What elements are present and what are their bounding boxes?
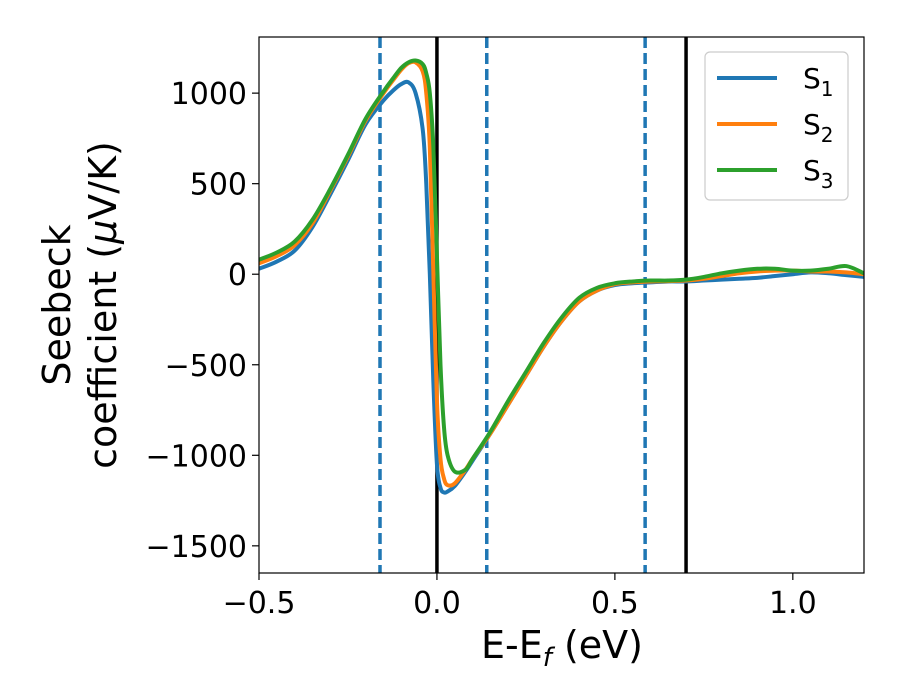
x-tick-label: 0.0 — [413, 586, 461, 621]
plot-frame — [258, 36, 865, 574]
series-line-3 — [259, 58, 864, 475]
y-axis-label-line1: Seebeck — [35, 224, 79, 385]
y-axis: −1500 −1000 −500 0 500 1000 — [146, 77, 259, 565]
y-tick-label: −1000 — [146, 439, 247, 474]
y-tick-label: 1000 — [171, 77, 247, 112]
x-tick-label: −0.5 — [223, 586, 296, 621]
legend-label-3: S3 — [803, 154, 834, 193]
x-axis-label: E-Ef (eV) — [481, 623, 643, 673]
y-tick-label: 500 — [190, 168, 247, 203]
y-tick-label: −500 — [165, 349, 247, 384]
y-tick-label: 0 — [228, 258, 247, 293]
series-layer — [259, 58, 864, 495]
x-tick-label: 0.5 — [591, 586, 639, 621]
y-axis-label: Seebeck coefficient (μV/K) — [35, 141, 125, 469]
x-axis: −0.5 0.0 0.5 1.0 — [223, 573, 817, 621]
legend-label-2: S2 — [803, 108, 834, 147]
y-axis-label-line2: coefficient (μV/K) — [81, 141, 125, 469]
reference-lines — [378, 37, 688, 573]
y-tick-label: −1500 — [146, 530, 247, 565]
x-tick-label: 1.0 — [769, 586, 817, 621]
legend: S1 S2 S3 — [704, 51, 849, 201]
legend-label-1: S1 — [803, 62, 834, 101]
